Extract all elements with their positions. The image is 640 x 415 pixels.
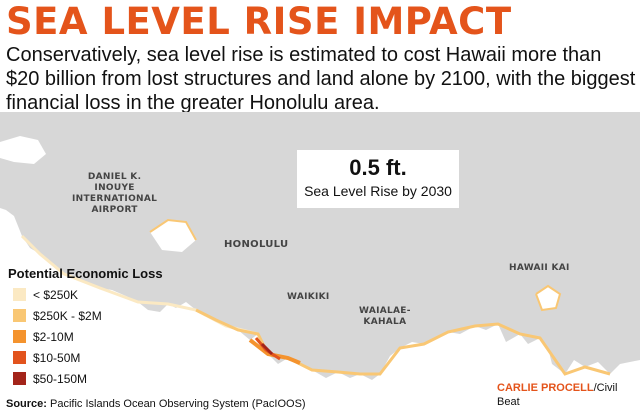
label-airport: DANIEL K. INOUYE INTERNATIONAL AIRPORT: [72, 172, 158, 215]
legend-item: $50-150M: [8, 368, 163, 389]
hawaii-kai-loss: [535, 284, 562, 312]
label-hawaii-kai: HAWAII KAI: [509, 263, 570, 273]
label-waikiki: WAIKIKI: [287, 292, 330, 302]
legend-label: $50-150M: [33, 371, 88, 386]
label-honolulu: HONOLULU: [224, 239, 289, 250]
legend-item: < $250K: [8, 284, 163, 305]
sea-level-callout: 0.5 ft. Sea Level Rise by 2030: [297, 150, 459, 208]
credit: CARLIE PROCELL/Civil Beat: [497, 381, 640, 409]
legend-label: $10-50M: [33, 350, 81, 365]
coastline-loss-highest: [260, 342, 274, 356]
legend: Potential Economic Loss < $250K $250K - …: [8, 266, 163, 389]
sea-level-label: Sea Level Rise by 2030: [304, 183, 452, 199]
coastline-loss-mid: [195, 308, 611, 376]
legend-swatch: [13, 330, 26, 343]
legend-item: $250K - $2M: [8, 305, 163, 326]
keehi-lagoon: [150, 220, 196, 252]
land-mass: [0, 112, 640, 380]
subtitle: Conservatively, sea level rise is estima…: [6, 44, 636, 114]
oahu-map: [0, 112, 640, 380]
credit-name: CARLIE PROCELL: [497, 382, 594, 394]
source-label: Source:: [6, 398, 47, 410]
legend-swatch: [13, 309, 26, 322]
legend-title: Potential Economic Loss: [8, 266, 163, 281]
hawaii-kai-marina: [536, 286, 560, 310]
source-line: Source: Pacific Islands Ocean Observing …: [6, 397, 306, 411]
legend-item: $10-50M: [8, 347, 163, 368]
sea-level-value: 0.5 ft.: [349, 155, 407, 180]
lagoon-loss: [149, 218, 197, 241]
legend-swatch: [13, 351, 26, 364]
legend-label: < $250K: [33, 287, 79, 302]
label-waialae-kahala: WAIALAE- KAHALA: [359, 306, 411, 327]
legend-item: $2-10M: [8, 326, 163, 347]
pearl-harbor-inlet: [0, 136, 46, 164]
source-text: Pacific Islands Ocean Observing System (…: [50, 398, 306, 410]
legend-swatch: [13, 288, 26, 301]
credit-org: /Civil Beat: [497, 382, 618, 408]
legend-label: $2-10M: [33, 329, 74, 344]
legend-label: $250K - $2M: [33, 308, 102, 323]
page-title: SEA LEVEL RISE IMPACT: [6, 0, 512, 43]
legend-swatch: [13, 372, 26, 385]
